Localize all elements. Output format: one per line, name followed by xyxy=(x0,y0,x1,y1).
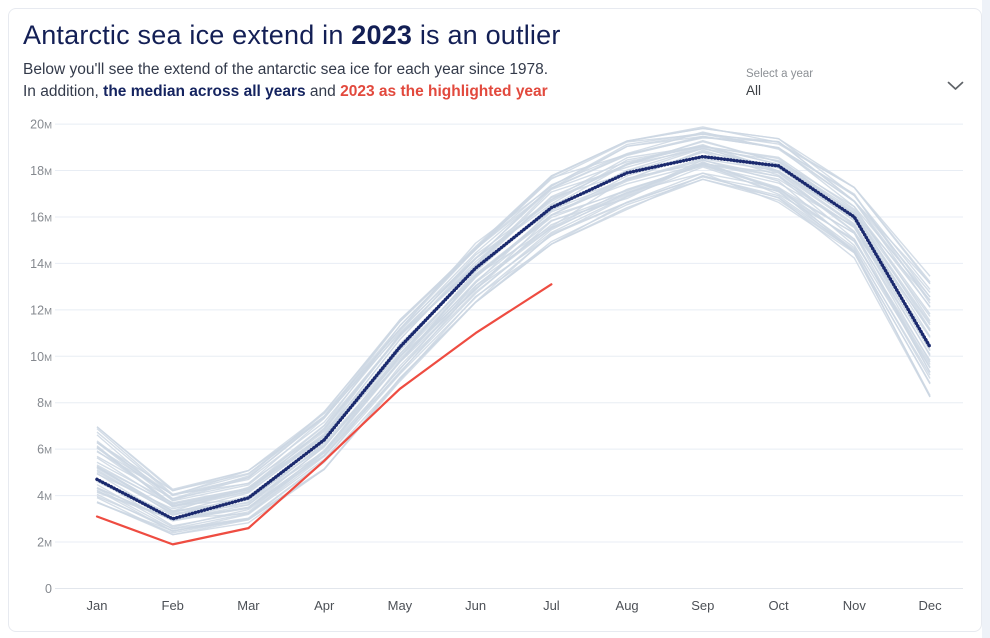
subtitle-line-2: In addition, the median across all years… xyxy=(23,81,561,103)
page-background-strip xyxy=(982,0,990,638)
subtitle-median-legend: the median across all years xyxy=(103,83,306,101)
chart-header: Antarctic sea ice extend in 2023 is an o… xyxy=(23,20,561,103)
title-post: is an outlier xyxy=(412,20,561,50)
chevron-down-icon[interactable] xyxy=(947,81,964,91)
year-selector-value[interactable]: All xyxy=(746,83,762,98)
subtitle-line-1: Below you'll see the extend of the antar… xyxy=(23,61,549,79)
chart-subtitle: Below you'll see the extend of the antar… xyxy=(23,59,561,103)
subtitle-highlight-legend: 2023 as the highlighted year xyxy=(340,83,548,101)
chart-card: Antarctic sea ice extend in 2023 is an o… xyxy=(8,8,982,632)
year-selector-label: Select a year xyxy=(746,68,814,80)
subtitle-mid: and xyxy=(305,83,341,101)
title-pre: Antarctic sea ice extend in xyxy=(23,20,352,50)
page-title: Antarctic sea ice extend in 2023 is an o… xyxy=(23,20,561,51)
title-year: 2023 xyxy=(351,20,413,50)
subtitle-pre: In addition, xyxy=(23,83,104,101)
year-selector[interactable]: Select a year All xyxy=(746,67,974,109)
